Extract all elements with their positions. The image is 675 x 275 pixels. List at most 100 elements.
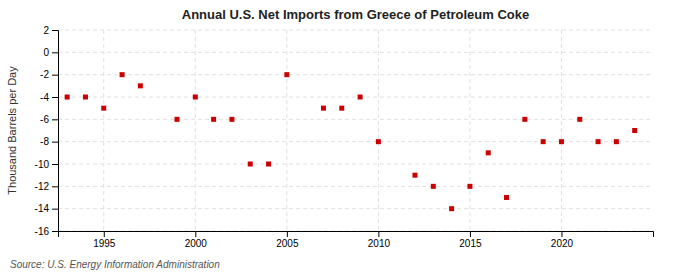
y-axis-title: Thousand Barrels per Day [6,66,18,195]
point [284,72,289,77]
grid-line [195,30,196,231]
tick-label: 2020 [551,238,574,249]
tick-mark [470,231,471,237]
tick-mark [52,97,58,98]
tick-label: 0 [43,47,49,58]
tick: 2020 [551,231,574,249]
point [266,162,271,167]
tick-mark [52,231,58,232]
point [65,95,70,100]
point [449,206,454,211]
point [431,184,436,189]
point [467,184,472,189]
axis-line [52,31,59,232]
point [376,139,381,144]
grid-line [58,30,653,31]
tick-label: -6 [40,114,49,125]
tick-label: -4 [40,92,49,103]
tick-mark [52,164,58,165]
point [632,128,637,133]
tick-label: 2005 [276,238,299,249]
tick-label: 2015 [459,238,482,249]
source-note: Source: U.S. Energy Information Administ… [10,259,220,270]
points [65,72,638,211]
plot-area: 19952000200520102015202020-2-4-6-8-10-12… [35,25,654,249]
point [358,95,363,100]
grid-line [58,97,653,98]
point [175,117,180,122]
point [339,106,344,111]
grid-line [378,30,379,231]
tick-label: -2 [40,69,49,80]
grid-line [58,74,653,75]
point [101,106,106,111]
point [522,117,527,122]
tick-label: 2 [43,25,49,36]
tick-mark [195,231,196,237]
tick-label: 2010 [368,238,391,249]
tick-label: -12 [35,181,50,192]
tick-mark [52,52,58,53]
point [413,173,418,178]
point [120,72,125,77]
tick: 1995 [93,231,116,249]
tick: -16 [35,226,58,237]
tick: 0 [43,47,58,58]
tick: -6 [40,114,58,125]
grid-line [58,119,653,120]
tick-mark [378,231,379,237]
grid-line [58,208,653,209]
tick: -10 [35,159,58,170]
tick-mark [52,75,58,76]
tick: -4 [40,92,58,103]
tick-mark [52,209,58,210]
tick: -14 [35,203,58,214]
point [614,139,619,144]
tick-label: -14 [35,203,50,214]
tick: 2005 [276,231,299,249]
tick-mark [52,142,58,143]
grid-line [286,30,287,231]
grid [58,30,653,231]
point [541,139,546,144]
grid-line [58,164,653,165]
tick-label: -10 [35,159,50,170]
y-axis: 2 0 -2 -4 -6 -8 -10 -12 -14 -16 [35,25,59,237]
tick: 2010 [368,231,391,249]
chart: 19952000200520102015202020-2-4-6-8-10-12… [0,0,675,275]
grid-line [469,30,470,231]
grid-line [561,30,562,231]
axis-line [59,232,654,238]
tick-label: -16 [35,226,50,237]
grid-line [58,52,653,53]
point [229,117,234,122]
title: Annual U.S. Net Imports from Greece of P… [182,7,529,22]
tick: 2015 [459,231,482,249]
tick-mark [561,231,562,237]
tick: 2000 [185,231,208,249]
point [321,106,326,111]
point [83,95,88,100]
point [577,117,582,122]
grid-line [58,186,653,187]
tick: 2 [43,25,58,36]
x-axis: 1995 2000 2005 2010 2015 2020 [59,231,654,249]
point [559,139,564,144]
point [504,195,509,200]
tick-label: 2000 [185,238,208,249]
tick-label: 1995 [93,238,116,249]
tick-mark [287,231,288,237]
point [193,95,198,100]
point [211,117,216,122]
tick: -8 [40,136,58,147]
tick: -12 [35,181,58,192]
tick-label: -8 [40,136,49,147]
tick: -2 [40,69,58,80]
point [596,139,601,144]
point [486,150,491,155]
point [138,83,143,88]
point [248,162,253,167]
tick-mark [52,186,58,187]
tick-mark [52,119,58,120]
grid-line [103,30,104,231]
